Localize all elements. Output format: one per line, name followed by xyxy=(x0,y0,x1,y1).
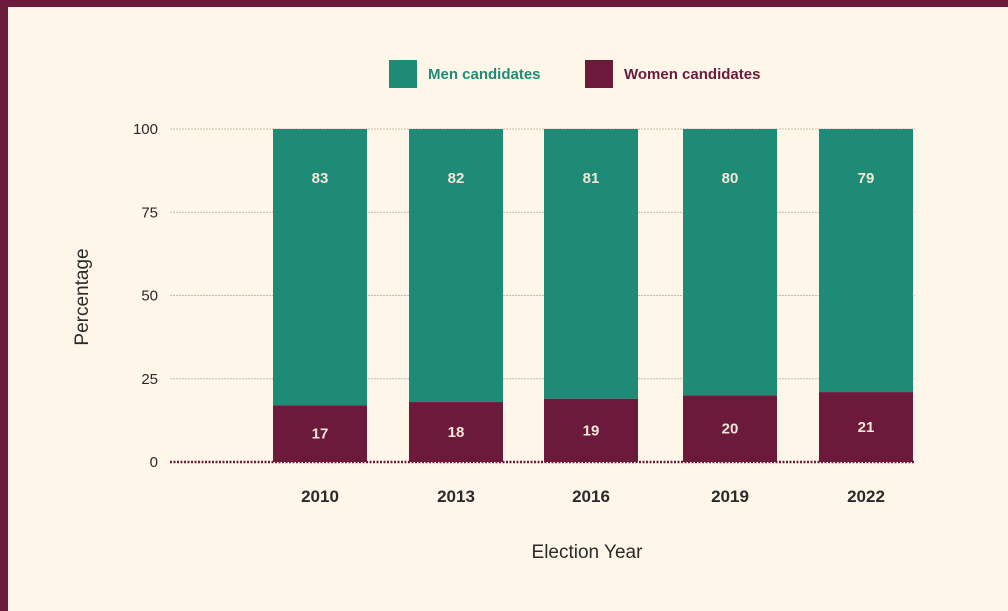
y-tick-label: 0 xyxy=(150,454,158,471)
x-axis-ticks: 2010 2013 2016 2019 2022 xyxy=(301,487,885,506)
legend: Men candidates Women candidates xyxy=(389,60,760,88)
legend-label-women: Women candidates xyxy=(624,66,760,83)
bar-women-2019 xyxy=(683,395,777,462)
data-label-women: 18 xyxy=(448,424,465,441)
bar-women-2016 xyxy=(544,398,638,462)
data-label-men: 80 xyxy=(722,170,739,187)
bar-men-2019 xyxy=(683,129,777,396)
x-tick-label: 2013 xyxy=(437,487,475,506)
y-axis-title: Percentage xyxy=(72,248,93,345)
bar-men-2016 xyxy=(544,129,638,399)
y-tick-label: 25 xyxy=(141,371,158,388)
legend-swatch-women xyxy=(585,60,613,88)
bars: 83 17 82 18 81 19 80 20 79 21 xyxy=(170,129,915,464)
data-label-women: 19 xyxy=(583,422,600,439)
bar-women-2022 xyxy=(819,392,913,462)
x-tick-label: 2010 xyxy=(301,487,339,506)
data-label-women: 17 xyxy=(312,426,329,443)
data-label-women: 20 xyxy=(722,421,739,438)
legend-label-men: Men candidates xyxy=(428,66,541,83)
y-tick-label: 50 xyxy=(141,288,158,305)
data-label-women: 21 xyxy=(858,419,875,436)
data-label-men: 81 xyxy=(583,170,600,187)
x-axis-title: Election Year xyxy=(532,542,644,563)
bar-men-2013 xyxy=(409,129,503,403)
data-label-men: 83 xyxy=(312,170,329,187)
bar-women-2010 xyxy=(273,405,367,462)
y-tick-label: 75 xyxy=(141,204,158,221)
y-tick-label: 100 xyxy=(133,121,158,138)
x-tick-label: 2016 xyxy=(572,487,610,506)
x-tick-label: 2022 xyxy=(847,487,885,506)
bar-men-2022 xyxy=(819,129,913,393)
data-label-men: 79 xyxy=(858,170,875,187)
data-label-men: 82 xyxy=(448,170,465,187)
legend-swatch-men xyxy=(389,60,417,88)
y-axis-ticks: 0 25 50 75 100 xyxy=(133,121,158,471)
x-tick-label: 2019 xyxy=(711,487,749,506)
bar-women-2013 xyxy=(409,402,503,462)
bar-men-2010 xyxy=(273,129,367,406)
